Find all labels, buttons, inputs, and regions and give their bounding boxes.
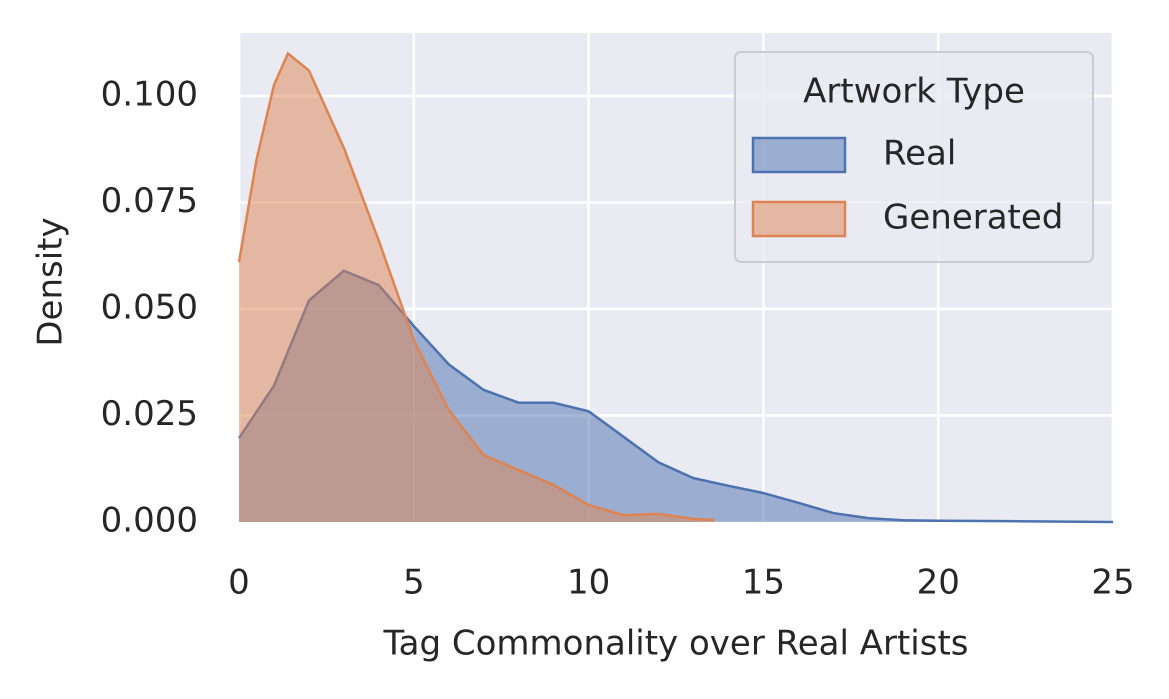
density-area [239, 53, 715, 523]
x-tick-label: 0 [228, 563, 250, 603]
x-tick-label: 25 [1091, 563, 1134, 603]
legend: Artwork Type Real Generated [734, 51, 1094, 263]
legend-swatch [751, 200, 847, 238]
y-tick-label: 0.050 [101, 288, 198, 328]
legend-label: Real [883, 134, 956, 174]
x-axis-label: Tag Commonality over Real Artists [383, 624, 969, 664]
x-tick-label: 20 [917, 563, 960, 603]
legend-label: Generated [883, 198, 1063, 238]
legend-title: Artwork Type [803, 72, 1025, 112]
y-tick-label: 0.075 [101, 181, 198, 221]
y-tick-label: 0.000 [101, 501, 198, 541]
y-tick-label: 0.100 [101, 75, 198, 115]
x-tick-label: 10 [567, 563, 610, 603]
legend-swatch [751, 136, 847, 174]
y-axis-label: Density [31, 217, 71, 346]
x-tick-label: 15 [742, 563, 785, 603]
x-tick-label: 5 [403, 563, 425, 603]
density-line [237, 51, 715, 522]
y-tick-label: 0.025 [101, 394, 198, 434]
